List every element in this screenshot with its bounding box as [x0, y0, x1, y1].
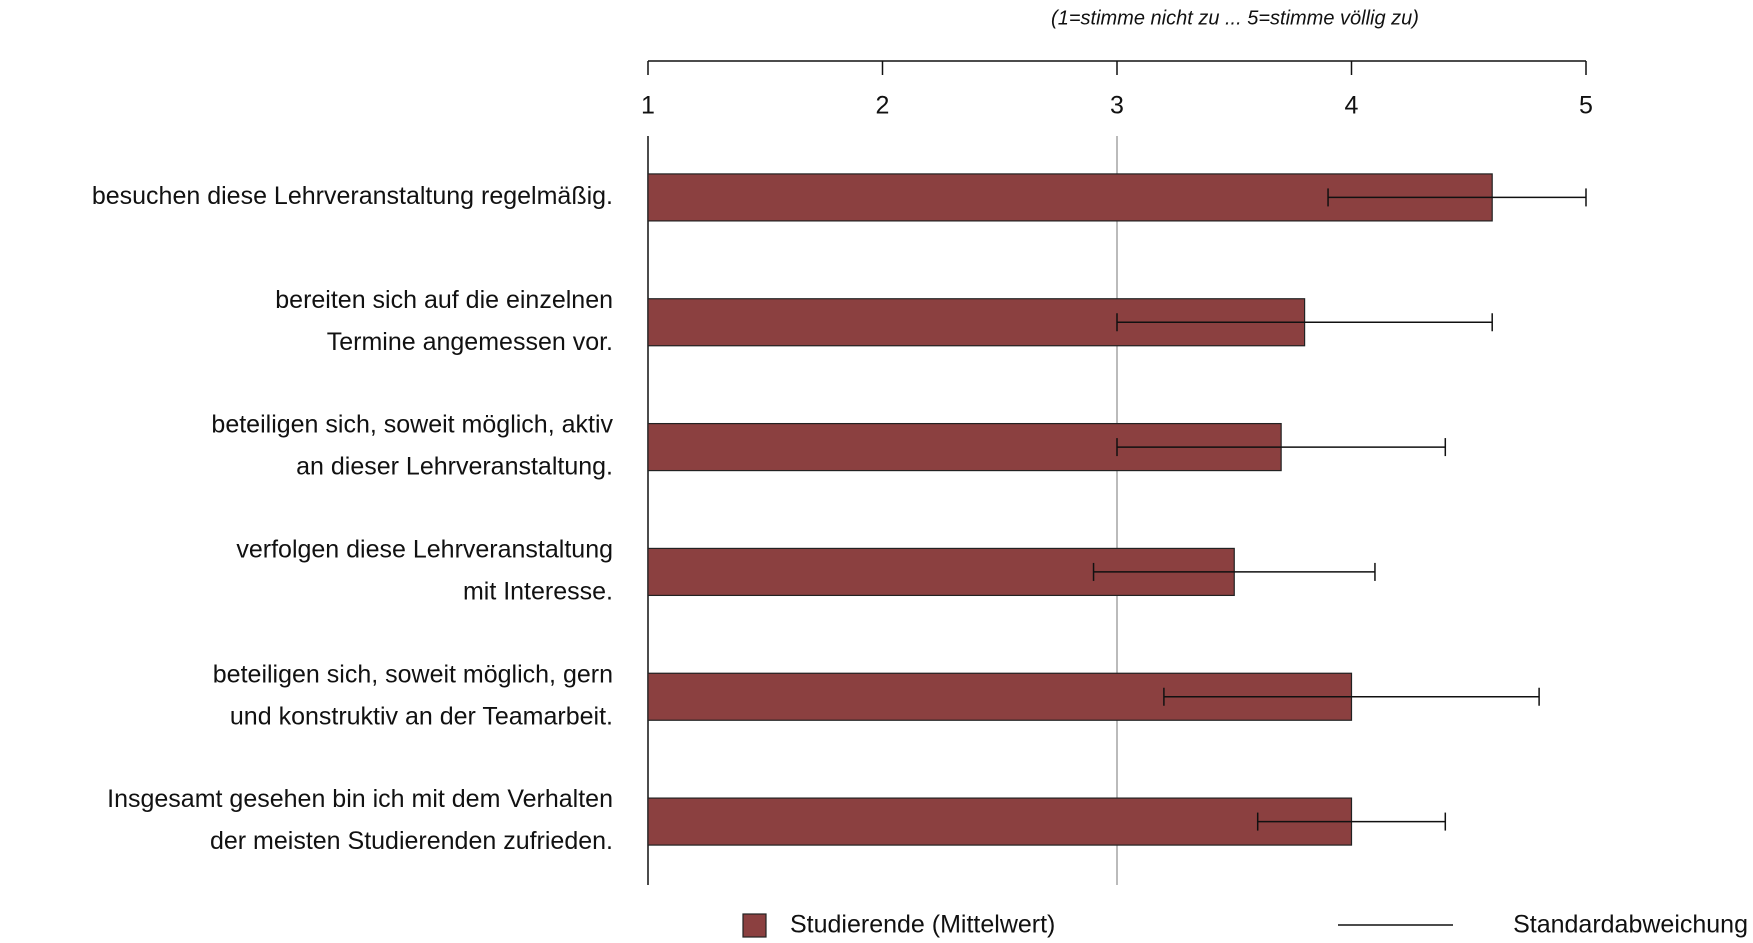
x-tick-label: 1: [641, 92, 655, 120]
error-bar: [1327, 188, 1587, 207]
bar: [647, 797, 1353, 846]
error-bar: [1116, 313, 1493, 332]
x-tick-label: 4: [1345, 92, 1359, 120]
legend-label: Standardabweichung: [1513, 911, 1748, 939]
legend-label: Studierende (Mittelwert): [790, 911, 1055, 939]
category-label: und konstruktiv an der Teamarbeit.: [230, 702, 613, 730]
error-bar: [1092, 562, 1376, 581]
x-tick-label: 5: [1579, 92, 1593, 120]
category-label: beteiligen sich, soweit möglich, gern: [213, 660, 613, 688]
category-label: Insgesamt gesehen bin ich mit dem Verhal…: [107, 785, 613, 813]
category-label: der meisten Studierenden zufrieden.: [210, 827, 613, 855]
error-bar: [1163, 687, 1540, 706]
legend-swatch: [742, 913, 767, 938]
category-label: bereiten sich auf die einzelnen: [275, 286, 613, 314]
category-label: besuchen diese Lehrveranstaltung regelmä…: [92, 182, 613, 210]
x-tick-label: 3: [1110, 92, 1124, 120]
category-label: Termine angemessen vor.: [327, 328, 613, 356]
error-bar: [1256, 812, 1447, 831]
category-label: an dieser Lehrveranstaltung.: [296, 453, 613, 481]
category-label: mit Interesse.: [463, 578, 613, 606]
x-tick-label: 2: [876, 92, 890, 120]
error-bar: [1116, 438, 1447, 457]
subtitle: (1=stimme nicht zu ... 5=stimme völlig z…: [1051, 7, 1419, 29]
category-label: beteiligen sich, soweit möglich, aktiv: [211, 411, 613, 439]
category-label: verfolgen diese Lehrveranstaltung: [236, 536, 613, 564]
